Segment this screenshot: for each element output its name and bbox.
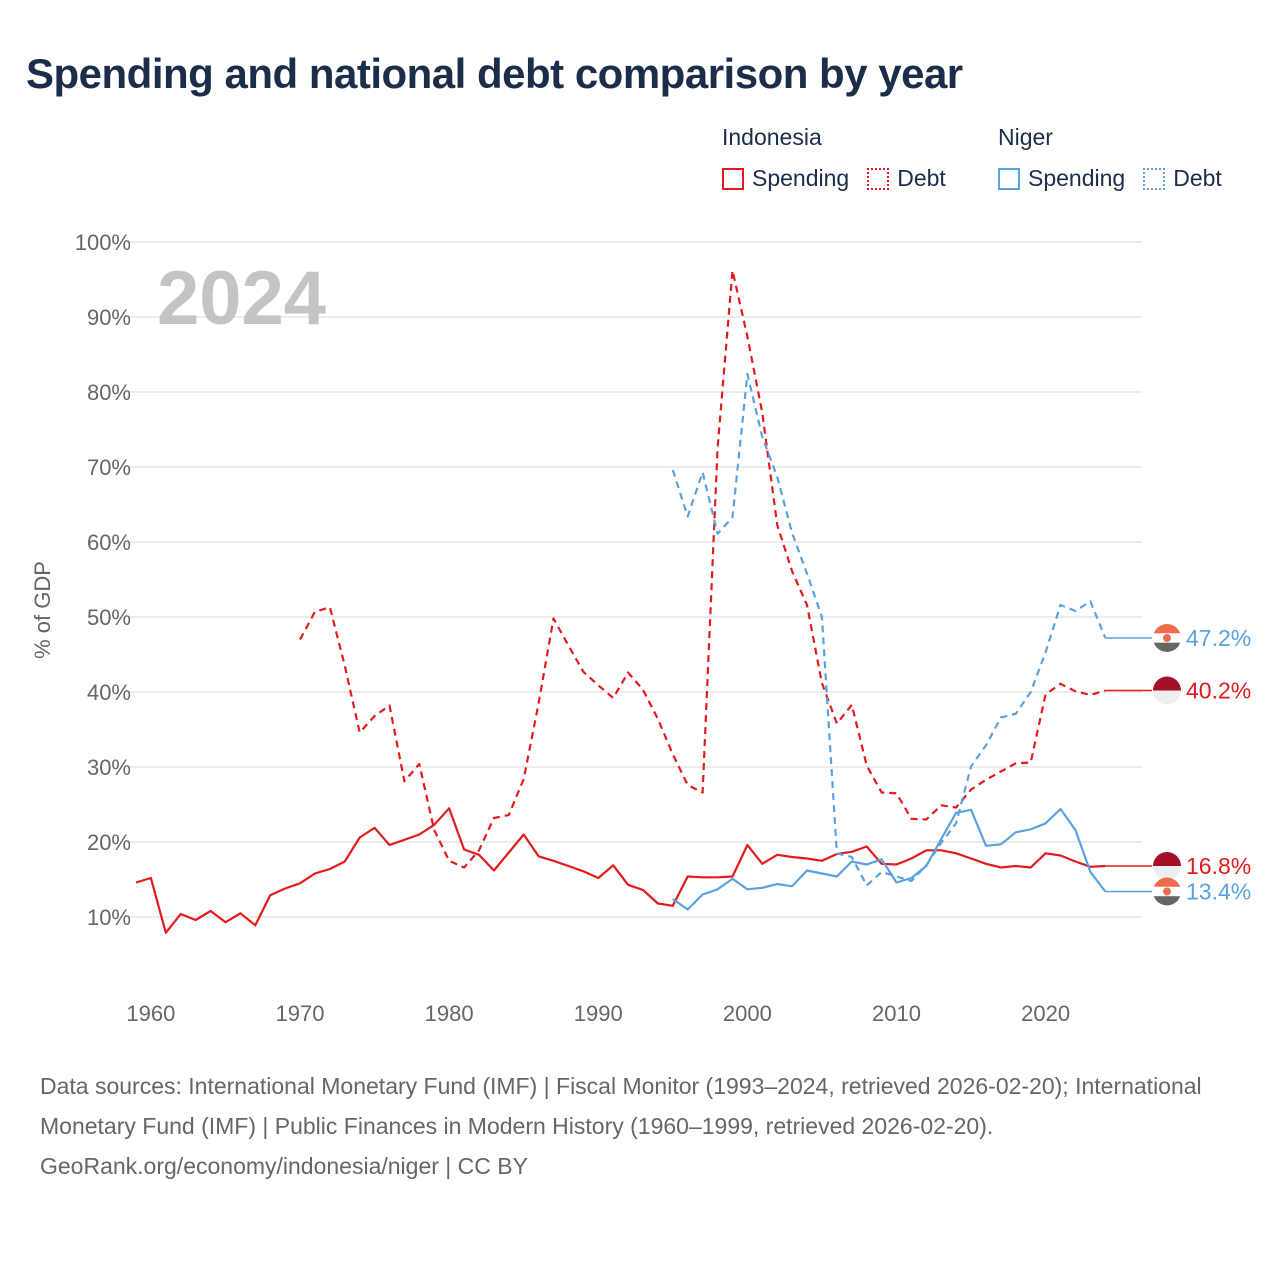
end-value-label: 13.4% [1186,879,1251,905]
gridlines [128,241,1142,918]
flag-indonesia-icon [1153,852,1181,880]
y-tick-label: 90% [87,305,131,330]
series-line-niger-spending [672,807,1107,911]
chart-title: Spending and national debt comparison by… [26,50,963,97]
flag-niger-icon [1153,877,1181,906]
x-tick-label: 1960 [126,1001,175,1026]
flag-band [1153,896,1181,906]
y-tick-label: 100% [75,230,131,255]
y-tick-label: 60% [87,530,131,555]
y-tick-label: 50% [87,605,131,630]
x-tick-label: 2020 [1021,1001,1070,1026]
line-chart: 2024 % of GDP 10% 20% 30% 40% 50% 60% 70% 80% 90… [30,230,1251,1026]
end-value-label: 16.8% [1186,853,1251,879]
y-tick-label: 20% [87,830,131,855]
flag-disc [1163,634,1171,642]
end-markers: 16.8% 40.2% 13.4% 47.2% [1105,624,1251,906]
legend-indonesia-spending[interactable]: Spending [722,165,849,192]
flag-indonesia-icon [1153,676,1181,705]
x-tick-label: 1970 [276,1001,325,1026]
legend-swatch-dotted [1143,167,1166,190]
end-value-label: 40.2% [1186,678,1251,704]
legend-swatch-solid [722,167,744,190]
flag-band [1153,852,1181,866]
legend-indonesia-debt[interactable]: Debt [867,165,946,192]
x-axis-ticks: 1960 1970 1980 1990 2000 2010 2020 [126,1001,1070,1026]
flag-band [1153,642,1181,652]
source-text: Data sources: International Monetary Fun… [40,1073,1202,1139]
flag-band [1153,877,1181,887]
flag-band [1153,676,1181,691]
legend-swatch-solid [998,167,1020,190]
source-note: Data sources: International Monetary Fun… [40,1066,1240,1186]
y-tick-label: 30% [87,755,131,780]
flag-band [1153,624,1181,634]
source-link[interactable]: GeoRank.org/economy/indonesia/niger | CC… [40,1153,528,1179]
legend-label: Debt [1173,165,1222,191]
legend-niger-spending[interactable]: Spending [998,165,1125,192]
year-watermark: 2024 [157,256,326,341]
legend-label: Spending [1028,165,1126,191]
x-tick-label: 1990 [574,1001,623,1026]
x-tick-label: 1980 [425,1001,474,1026]
series-line-indonesia-debt [299,269,1106,869]
x-tick-label: 2010 [872,1001,921,1026]
y-tick-label: 70% [87,455,131,480]
legend-country-niger: Niger [998,124,1053,150]
flag-band [1153,866,1181,880]
legend-swatch-dotted [867,167,890,190]
y-axis-ticks: 10% 20% 30% 40% 50% 60% 70% 80% 90% 100% [75,230,131,930]
legend-label: Debt [897,165,946,191]
legend-niger-debt[interactable]: Debt [1143,165,1222,192]
y-tick-label: 40% [87,680,131,705]
y-tick-label: 10% [87,905,131,930]
flag-disc [1163,887,1171,896]
x-tick-label: 2000 [723,1001,772,1026]
legend-country-indonesia: Indonesia [722,124,822,150]
end-value-label: 47.2% [1186,625,1251,651]
y-tick-label: 80% [87,380,131,405]
y-axis-label: % of GDP [30,561,55,659]
flag-band [1153,690,1181,705]
series-line-niger-debt [671,372,1107,887]
series-lines [135,269,1107,934]
legend-indonesia: Indonesia Spending Debt [722,124,964,192]
legend-label: Spending [752,165,850,191]
series-line-indonesia-spending [135,807,1106,934]
legend-niger: Niger Spending Debt [998,124,1240,192]
flag-niger-icon [1153,624,1181,652]
